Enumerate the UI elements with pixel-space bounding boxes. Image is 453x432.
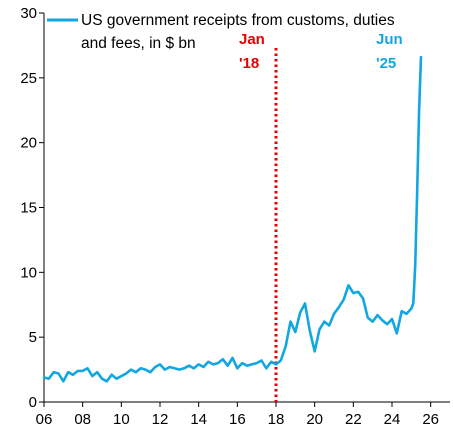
x-tick-label: 10 xyxy=(113,411,130,428)
y-tick-label: 5 xyxy=(29,329,37,346)
annotation-label: '25 xyxy=(376,55,396,72)
legend: US government receipts from customs, dut… xyxy=(47,12,395,52)
x-tick-label: 20 xyxy=(306,411,323,428)
annotation-label: '18 xyxy=(239,55,259,72)
x-tick-label: 08 xyxy=(74,411,91,428)
y-axis: 0 5 10 15 20 25 30 xyxy=(20,5,45,411)
legend-label: and fees, in $ bn xyxy=(81,35,196,52)
x-tick-label: 06 xyxy=(36,411,53,428)
y-tick-label: 15 xyxy=(20,200,37,217)
x-tick-label: 22 xyxy=(345,411,362,428)
x-tick-label: 16 xyxy=(229,411,246,428)
legend-label: US government receipts from customs, dut… xyxy=(81,12,395,29)
x-tick-label: 18 xyxy=(268,411,285,428)
y-tick-label: 20 xyxy=(20,135,37,152)
series-layer xyxy=(42,55,423,383)
x-tick-label: 14 xyxy=(190,411,207,428)
annotation-label: Jun xyxy=(376,31,403,48)
series-line xyxy=(42,55,423,383)
y-tick-label: 0 xyxy=(29,394,37,411)
x-tick-label: 24 xyxy=(384,411,401,428)
y-tick-label: 25 xyxy=(20,70,37,87)
y-tick-label: 10 xyxy=(20,264,37,281)
x-tick-label: 12 xyxy=(152,411,169,428)
x-tick-label: 26 xyxy=(422,411,439,428)
annotations: Jan '18 Jun '25 xyxy=(239,31,403,402)
x-axis: 06 08 10 12 14 16 18 20 22 24 26 xyxy=(36,401,450,428)
annotation-label: Jan xyxy=(239,31,265,48)
y-tick-label: 30 xyxy=(20,5,37,22)
